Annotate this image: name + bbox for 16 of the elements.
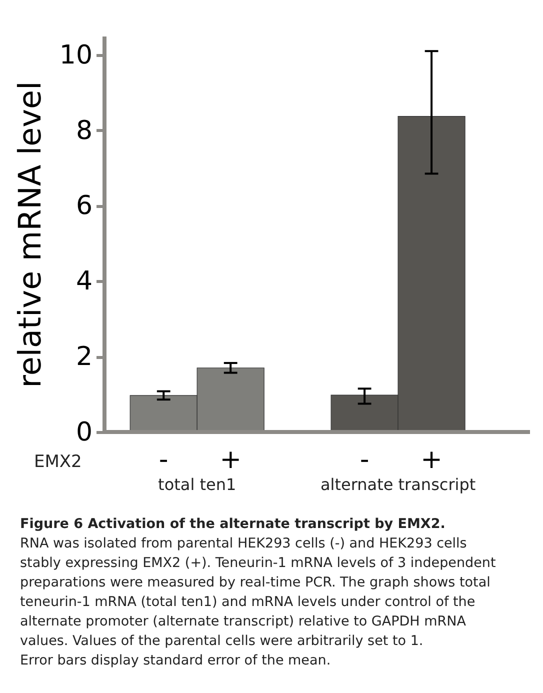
y-tick-label: 10 [59, 40, 92, 70]
text: EMX2 [34, 452, 82, 472]
text: RNA was isolated from parental HEK293 cells (-) and HEK293 cells stably expressing EMX2 (+). Teneurin-1 mRNA levels of 3 independent preparations were measured by real-time PCR. The graph shows total teneurin-1 mRNA (total ten1) and mRNA levels under control of the alternate promoter (alternate transcript) relative to GAPDH mRNA values. Values of the parental cells were arbitrarily set to 1. Error bars display standard error of the mean. [20, 536, 496, 668]
x-tick-label: - [360, 445, 370, 475]
y-tick-label: 8 [76, 116, 92, 146]
y-tick-label: 6 [76, 191, 92, 222]
y-tick-label: 0 [76, 418, 92, 448]
y-axis-title: relative mRNA level [12, 81, 48, 388]
x-tick-label: + [220, 445, 242, 475]
text: alternate transcript [320, 475, 476, 494]
y-tick-label: 4 [76, 266, 92, 297]
x-tick-label: + [420, 445, 442, 475]
y-tick-label: 2 [76, 342, 92, 372]
caption: Figure 6 Activation of the alternate transcript by EMX2. [20, 516, 446, 532]
text: total ten1 [158, 475, 236, 494]
x-tick-label: - [158, 445, 168, 475]
